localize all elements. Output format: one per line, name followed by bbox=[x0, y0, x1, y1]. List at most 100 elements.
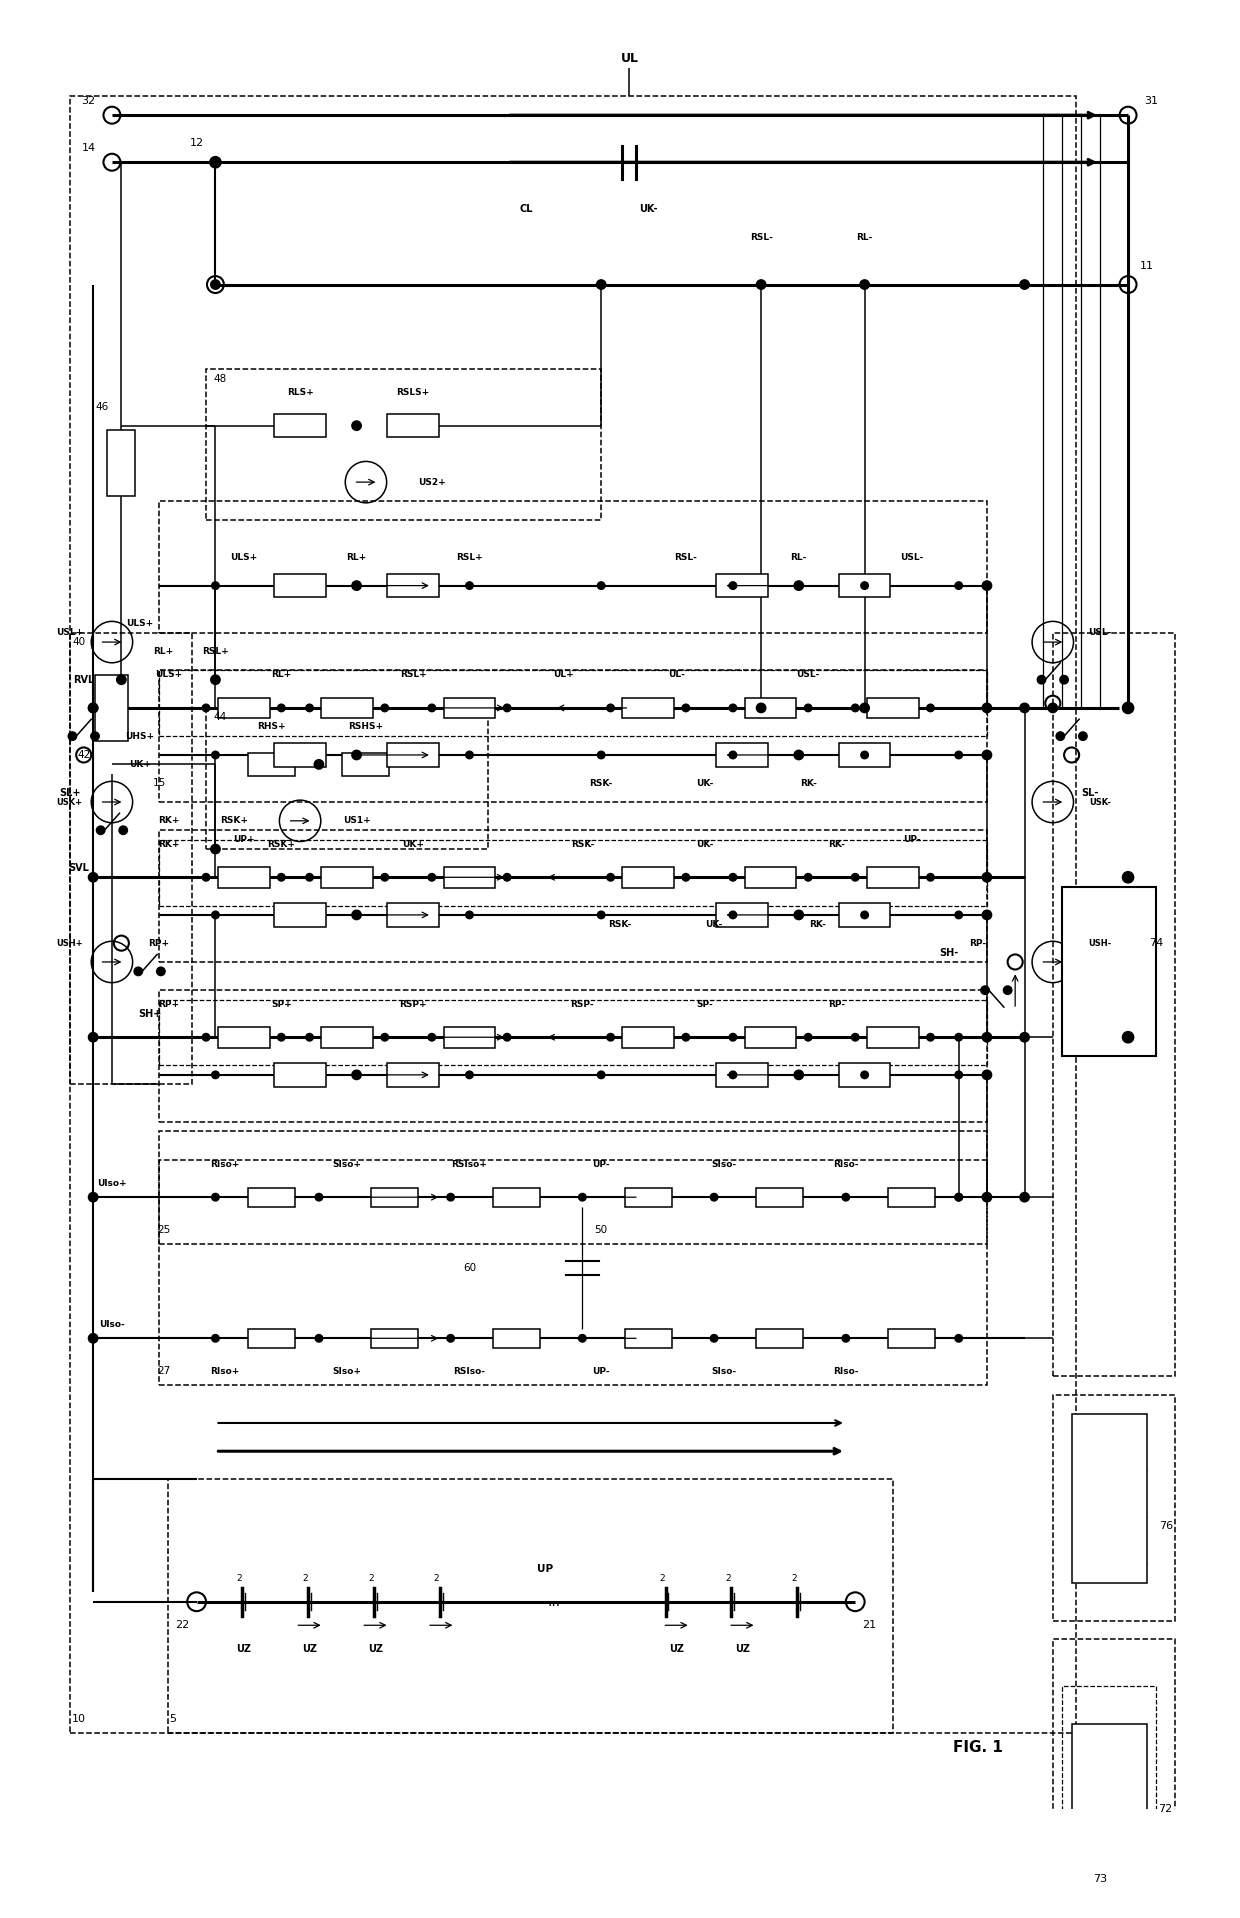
Circle shape bbox=[756, 704, 766, 713]
Circle shape bbox=[212, 1070, 219, 1078]
Bar bbox=[622, 867, 675, 888]
Text: SIso-: SIso- bbox=[711, 1368, 737, 1375]
Text: 46: 46 bbox=[95, 403, 109, 412]
Circle shape bbox=[955, 1335, 962, 1343]
Circle shape bbox=[852, 704, 859, 712]
Text: ULS+: ULS+ bbox=[126, 620, 154, 627]
Text: RVL: RVL bbox=[73, 675, 94, 685]
Circle shape bbox=[729, 704, 737, 712]
Circle shape bbox=[682, 704, 689, 712]
Text: RSP-: RSP- bbox=[570, 999, 594, 1009]
Circle shape bbox=[926, 704, 934, 712]
Bar bbox=[274, 414, 326, 437]
Circle shape bbox=[955, 911, 962, 919]
Text: UK-: UK- bbox=[706, 921, 723, 928]
Circle shape bbox=[119, 827, 128, 834]
Bar bbox=[274, 742, 326, 767]
Bar bbox=[274, 1063, 326, 1088]
Circle shape bbox=[352, 581, 361, 591]
Circle shape bbox=[711, 1193, 718, 1201]
Circle shape bbox=[353, 752, 361, 760]
Text: 74: 74 bbox=[1149, 938, 1163, 947]
Circle shape bbox=[805, 1034, 812, 1041]
Circle shape bbox=[794, 750, 804, 760]
Text: RIso-: RIso- bbox=[833, 1160, 858, 1168]
Text: RSLS+: RSLS+ bbox=[397, 387, 429, 397]
Circle shape bbox=[1122, 702, 1133, 713]
Circle shape bbox=[91, 733, 99, 740]
Circle shape bbox=[598, 911, 605, 919]
Text: RHS+: RHS+ bbox=[258, 723, 286, 731]
Circle shape bbox=[1079, 733, 1087, 740]
Text: US2+: US2+ bbox=[418, 478, 445, 487]
Text: 32: 32 bbox=[82, 96, 95, 105]
Circle shape bbox=[1122, 1032, 1133, 1043]
Text: SL+: SL+ bbox=[58, 788, 81, 798]
Bar bbox=[218, 1026, 269, 1047]
Circle shape bbox=[212, 581, 219, 589]
Circle shape bbox=[1038, 675, 1045, 685]
Bar bbox=[888, 1329, 935, 1348]
Bar bbox=[206, 708, 489, 850]
Circle shape bbox=[859, 704, 869, 713]
Circle shape bbox=[955, 752, 962, 760]
Text: UL+: UL+ bbox=[553, 671, 574, 679]
Bar bbox=[625, 1329, 672, 1348]
Circle shape bbox=[852, 873, 859, 880]
Bar bbox=[159, 1132, 987, 1245]
Bar bbox=[1071, 1724, 1147, 1857]
Text: FIG. 1: FIG. 1 bbox=[952, 1740, 1002, 1755]
Text: SP+: SP+ bbox=[270, 999, 291, 1009]
Text: Ulso+: Ulso+ bbox=[97, 1178, 126, 1187]
Text: RIso-: RIso- bbox=[833, 1368, 858, 1375]
Text: RSIso-: RSIso- bbox=[454, 1368, 486, 1375]
Bar bbox=[218, 698, 269, 717]
Text: SIso+: SIso+ bbox=[332, 1160, 362, 1168]
Bar bbox=[838, 573, 890, 596]
Text: UHS+: UHS+ bbox=[125, 731, 155, 740]
Circle shape bbox=[729, 581, 737, 589]
Circle shape bbox=[1056, 733, 1065, 740]
Circle shape bbox=[805, 873, 812, 880]
Circle shape bbox=[1019, 704, 1029, 713]
Bar bbox=[1053, 1640, 1176, 1903]
Circle shape bbox=[729, 752, 737, 760]
Bar bbox=[387, 1063, 439, 1088]
Circle shape bbox=[503, 873, 511, 880]
Bar bbox=[321, 698, 373, 717]
Text: UP: UP bbox=[537, 1563, 553, 1575]
Circle shape bbox=[211, 844, 221, 854]
Text: UP-: UP- bbox=[593, 1368, 610, 1375]
Text: RIso+: RIso+ bbox=[210, 1368, 239, 1375]
Circle shape bbox=[428, 704, 435, 712]
Bar bbox=[838, 903, 890, 926]
Circle shape bbox=[353, 1070, 361, 1078]
Circle shape bbox=[1019, 280, 1029, 290]
Text: RL-: RL- bbox=[791, 552, 807, 562]
Bar bbox=[1063, 1686, 1156, 1874]
Bar bbox=[248, 1329, 295, 1348]
Text: USH-: USH- bbox=[1089, 938, 1111, 947]
Circle shape bbox=[598, 752, 605, 760]
Bar bbox=[625, 1187, 672, 1206]
Text: 27: 27 bbox=[157, 1366, 170, 1377]
Text: UP+: UP+ bbox=[233, 834, 254, 844]
Circle shape bbox=[352, 750, 361, 760]
Bar bbox=[838, 742, 890, 767]
Circle shape bbox=[68, 733, 77, 740]
Circle shape bbox=[202, 873, 210, 880]
Bar bbox=[107, 430, 135, 497]
Text: 11: 11 bbox=[1140, 261, 1154, 270]
Circle shape bbox=[503, 704, 511, 712]
Circle shape bbox=[842, 1335, 849, 1343]
Text: RSHS+: RSHS+ bbox=[348, 723, 383, 731]
Text: UZ: UZ bbox=[735, 1644, 750, 1653]
Bar bbox=[745, 867, 796, 888]
Circle shape bbox=[955, 1193, 962, 1201]
Circle shape bbox=[861, 581, 868, 589]
Text: ULS+: ULS+ bbox=[231, 552, 257, 562]
Circle shape bbox=[606, 704, 614, 712]
Circle shape bbox=[981, 986, 990, 994]
Text: UK-: UK- bbox=[696, 840, 713, 850]
Circle shape bbox=[211, 157, 221, 167]
